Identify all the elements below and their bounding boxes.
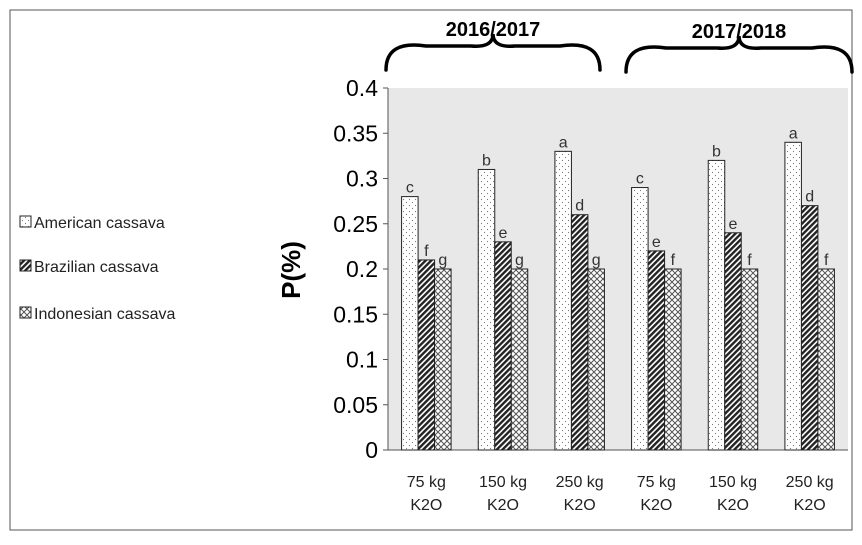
bar-label: d [805,189,814,206]
bar [494,241,512,451]
x-tick-label: K2O [564,497,596,514]
bar [401,196,419,451]
bar-label: e [499,225,508,242]
year-brace [384,33,602,72]
bar [554,150,572,451]
y-tick-label: 0.2 [346,256,378,282]
y-tick-label: 0.1 [346,347,378,373]
x-tick-label: K2O [794,497,826,514]
x-tick-label: 150 kg [479,474,527,491]
x-tick-label: K2O [717,497,749,514]
x-tick-label: 250 kg [556,474,604,491]
bar [587,268,605,451]
bar-label: e [729,216,738,233]
legend: American cassava Brazilian cassava Indones… [19,215,176,323]
bar [800,205,819,451]
plot-area [388,88,848,450]
year-group-label: 2016/2017 [446,19,541,41]
y-axis-label: P(%) [276,241,306,299]
y-tick-label: 0.4 [346,75,378,101]
bar [784,141,802,451]
bar-label: b [482,152,491,169]
bar [477,168,496,451]
x-tick-labels: 75 kg K2O 150 kg K2O 250 kg K2O 75 kg K2O 150 kg… [407,474,834,514]
y-tick-label: 0.05 [333,392,378,418]
year-group-label: 2017/2018 [692,21,787,43]
legend-swatch [19,259,32,272]
bar-label: b [712,143,721,160]
y-tick-label: 0.3 [346,166,378,192]
y-tick-label: 0.35 [333,120,378,146]
x-tick-label: K2O [487,497,519,514]
y-tick-label: 0.25 [333,211,378,237]
bar-label: f [747,252,752,269]
bar [707,159,726,451]
x-tick-label: 150 kg [709,474,757,491]
legend-swatch [19,306,32,319]
legend-swatch [19,215,32,228]
bar [724,232,742,451]
y-tick-label: 0.15 [333,301,378,327]
legend-label: Indonesian cassava [34,306,176,323]
bar [647,250,666,451]
x-tick-label: 250 kg [786,474,834,491]
bar-label: g [592,252,601,269]
bar [417,259,436,451]
bar [664,268,682,451]
bar-label: c [636,171,644,188]
bar [817,268,835,451]
legend-label: Brazilian cassava [34,259,159,276]
bar-label: a [559,134,568,151]
axes [383,87,848,451]
y-tick-labels: 0 0.05 0.1 0.15 0.2 0.25 0.3 0.35 0.4 [333,75,378,463]
bars [401,141,835,451]
legend-label: American cassava [34,215,165,232]
bar-label: g [515,252,524,269]
bar-label: d [575,198,584,215]
bar-label: e [652,234,661,251]
x-tick-label: 75 kg [637,474,676,491]
year-group-braces: 2016/2017 2017/2018 [384,19,854,74]
bar-label: f [671,252,676,269]
y-tick-label: 0 [365,437,378,463]
x-tick-label: K2O [410,497,442,514]
figure-border [9,9,853,531]
bar-label: g [438,252,447,269]
bar-label: c [406,180,414,197]
x-tick-label: 75 kg [407,474,446,491]
bar [570,214,589,451]
year-brace [624,35,854,74]
bar [631,187,649,451]
bar-label: a [789,125,798,142]
x-tick-label: K2O [640,497,672,514]
bar [510,268,529,451]
bar [740,268,759,451]
bar-label: f [424,243,429,260]
bar-label: f [824,252,829,269]
bar [434,268,452,451]
